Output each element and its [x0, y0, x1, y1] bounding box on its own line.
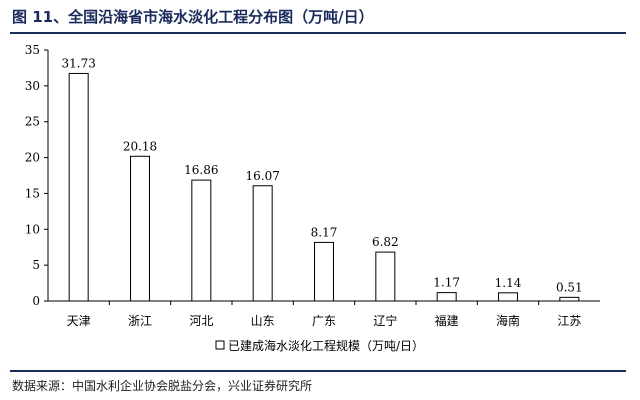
y-tick-label: 30	[25, 79, 40, 93]
category-label: 广东	[312, 314, 336, 328]
chart-title: 图 11、全国沿海省市海水淡化工程分布图（万吨/日）	[12, 8, 374, 26]
source-note: 数据来源：中国水利企业协会脱盐分会，兴业证券研究所	[12, 379, 313, 393]
category-label: 福建	[435, 313, 459, 328]
y-tick-label: 35	[25, 43, 40, 57]
data-label: 20.18	[123, 139, 157, 153]
y-tick-label: 5	[32, 258, 40, 272]
data-label: 1.14	[495, 276, 522, 290]
legend-label: 已建成海水淡化工程规模（万吨/日）	[228, 338, 424, 353]
y-tick-label: 10	[25, 222, 40, 236]
data-label: 0.51	[556, 280, 583, 294]
bar	[498, 292, 518, 302]
category-label: 天津	[67, 314, 91, 328]
y-tick-label: 0	[32, 294, 40, 308]
category-label: 辽宁	[373, 313, 397, 328]
title-divider	[10, 32, 626, 34]
data-label: 8.17	[311, 225, 338, 239]
data-label: 1.17	[433, 276, 460, 290]
y-tick-label: 15	[25, 186, 40, 200]
bar	[191, 179, 212, 302]
bar	[252, 185, 273, 302]
category-label: 河北	[189, 314, 213, 328]
data-label: 6.82	[372, 235, 399, 249]
bar	[375, 251, 396, 302]
y-tick-label: 20	[25, 151, 40, 165]
category-label: 江苏	[557, 314, 581, 328]
y-tick-label: 25	[25, 115, 40, 129]
bar	[314, 241, 334, 302]
bar	[559, 296, 580, 302]
category-label: 海南	[496, 313, 520, 328]
category-label: 浙江	[128, 314, 152, 328]
bar	[436, 292, 457, 302]
category-label: 山东	[251, 314, 275, 328]
data-label: 16.07	[245, 169, 279, 183]
bar	[68, 72, 89, 302]
bar	[130, 155, 150, 302]
data-label: 31.73	[61, 56, 95, 70]
data-label: 16.86	[184, 163, 218, 177]
source-divider	[10, 370, 626, 372]
legend-swatch	[215, 340, 225, 350]
